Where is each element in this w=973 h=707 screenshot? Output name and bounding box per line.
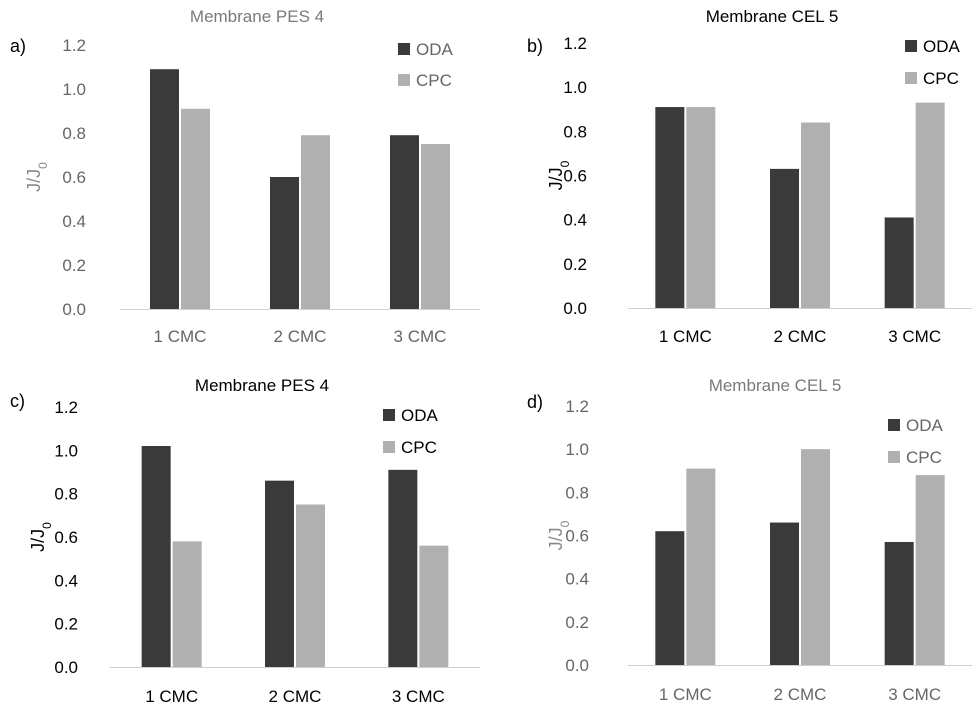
bar-cpc-2 [801, 122, 830, 308]
bar-cpc-1 [686, 468, 716, 665]
chart-title: Membrane PES 4 [195, 376, 329, 395]
chart-panel-3: c) Membrane PES 4 J/J0 0.0 0.2 0.4 0.6 0.8 1.0 1.… [10, 376, 480, 706]
y-tick-label: 1.0 [563, 78, 587, 97]
panel-letter: b) [527, 36, 543, 56]
legend-label-cpc: CPC [416, 71, 452, 90]
legend-label-cpc: CPC [906, 448, 942, 467]
y-tick-label: 0.4 [565, 570, 589, 589]
bar-cpc-3 [419, 545, 449, 667]
bar-oda-2 [770, 522, 799, 665]
y-tick-label: 0.6 [563, 167, 587, 186]
legend-swatch-oda [383, 409, 395, 421]
y-tick-label: 0.0 [565, 656, 589, 675]
chart-title: Membrane CEL 5 [709, 376, 842, 395]
y-axis-label: J/J0 [546, 160, 572, 190]
chart-panel-2: b) Membrane CEL 5 J/J0 0.0 0.2 0.4 0.6 0.8 1.0 1.… [527, 7, 972, 346]
x-category-label: 3 CMC [888, 327, 941, 346]
x-category-label: 1 CMC [659, 327, 712, 346]
panel-letter: a) [10, 36, 26, 56]
bar-oda-2 [770, 168, 799, 308]
bar-cpc-3 [915, 102, 945, 308]
legend-swatch-oda [905, 40, 917, 52]
legend-swatch-cpc [398, 74, 410, 86]
y-tick-label: 0.2 [62, 256, 86, 275]
y-tick-label: 0.2 [54, 615, 78, 634]
x-category-label: 1 CMC [154, 327, 207, 346]
y-tick-label: 0.8 [62, 124, 86, 143]
y-tick-label: 0.0 [563, 299, 587, 318]
panel-letter: c) [10, 391, 25, 411]
bar-oda-2 [265, 480, 294, 667]
legend-label-oda: ODA [401, 406, 439, 425]
y-tick-label: 0.4 [54, 571, 78, 590]
legend-swatch-cpc [383, 441, 395, 453]
chart-panel-4: d) Membrane CEL 5 J/J0 0.0 0.2 0.4 0.6 0.8 1.0 1.… [527, 376, 972, 704]
y-axis-label: J/J0 [24, 162, 50, 192]
legend-label-oda: ODA [906, 416, 944, 435]
chart-panel-1: a) Membrane PES 4 J/J0 0.0 0.2 0.4 0.6 0.8 1.0 1.… [10, 7, 480, 346]
y-axis-label: J/J0 [28, 522, 54, 552]
legend-label-cpc: CPC [401, 438, 437, 457]
bar-cpc-1 [181, 108, 210, 309]
y-tick-label: 1.2 [54, 398, 78, 417]
legend-swatch-oda [398, 43, 410, 55]
y-tick-label: 1.2 [563, 34, 587, 53]
bar-oda-3 [390, 135, 419, 309]
bar-cpc-3 [421, 144, 450, 309]
chart-title: Membrane CEL 5 [706, 7, 839, 26]
bar-oda-1 [655, 531, 685, 665]
bar-oda-1 [655, 107, 685, 309]
bar-cpc-2 [801, 449, 830, 665]
x-category-label: 2 CMC [774, 327, 827, 346]
y-tick-label: 1.0 [54, 441, 78, 460]
x-category-label: 1 CMC [659, 685, 712, 704]
y-tick-label: 0.2 [565, 613, 589, 632]
bar-oda-3 [388, 469, 418, 667]
panel-letter: d) [527, 392, 543, 412]
bar-cpc-2 [301, 135, 330, 309]
y-tick-label: 0.6 [54, 528, 78, 547]
bar-cpc-3 [915, 475, 945, 665]
y-tick-label: 1.2 [62, 36, 86, 55]
bar-cpc-2 [296, 504, 325, 667]
legend-swatch-oda [888, 419, 900, 431]
bar-oda-1 [141, 446, 171, 667]
bar-cpc-1 [172, 541, 202, 667]
x-category-label: 3 CMC [888, 685, 941, 704]
y-tick-label: 0.8 [563, 122, 587, 141]
y-tick-label: 0.0 [54, 658, 78, 677]
legend-label-oda: ODA [416, 40, 454, 59]
y-tick-label: 0.2 [563, 255, 587, 274]
y-tick-label: 0.4 [62, 212, 86, 231]
bar-oda-3 [884, 541, 914, 665]
x-category-label: 2 CMC [774, 685, 827, 704]
legend-label-oda: ODA [923, 37, 961, 56]
bar-cpc-1 [686, 107, 716, 309]
y-tick-label: 0.0 [62, 300, 86, 319]
y-tick-label: 0.6 [62, 168, 86, 187]
legend-swatch-cpc [888, 451, 900, 463]
y-axis-label: J/J0 [546, 520, 572, 550]
bar-oda-1 [150, 69, 179, 309]
y-tick-label: 1.0 [565, 440, 589, 459]
x-category-label: 3 CMC [394, 327, 447, 346]
x-category-label: 3 CMC [392, 687, 445, 706]
bar-oda-2 [270, 177, 299, 309]
y-tick-label: 0.8 [565, 483, 589, 502]
x-category-label: 2 CMC [274, 327, 327, 346]
bar-oda-3 [884, 217, 914, 308]
legend-label-cpc: CPC [923, 69, 959, 88]
legend-swatch-cpc [905, 72, 917, 84]
y-tick-label: 1.2 [565, 397, 589, 416]
chart-title: Membrane PES 4 [190, 7, 324, 26]
y-tick-label: 0.4 [563, 211, 587, 230]
y-tick-label: 1.0 [62, 80, 86, 99]
x-category-label: 1 CMC [145, 687, 198, 706]
y-tick-label: 0.8 [54, 485, 78, 504]
x-category-label: 2 CMC [269, 687, 322, 706]
y-tick-label: 0.6 [565, 527, 589, 546]
